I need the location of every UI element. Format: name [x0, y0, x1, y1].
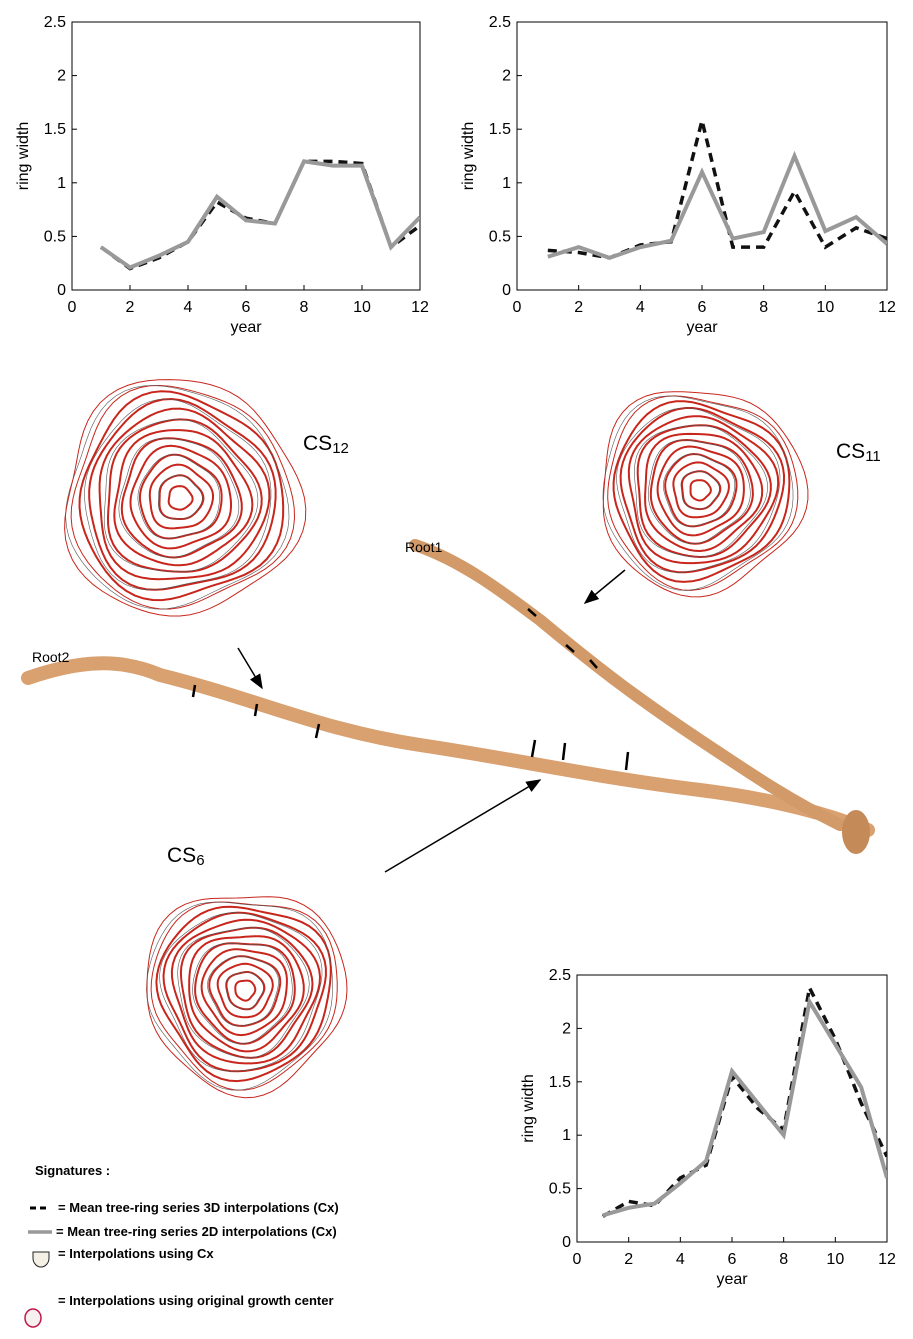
x-axis-label: year	[686, 319, 718, 336]
section-base: CS	[303, 432, 332, 455]
section-sub: 11	[865, 448, 881, 465]
series-line	[101, 161, 420, 267]
root-base	[842, 810, 870, 854]
y-tick-label: 1.5	[489, 121, 511, 138]
x-tick-label: 6	[728, 1251, 737, 1268]
y-tick-label: 2	[502, 68, 511, 85]
legend-label: = Interpolations using original growth c…	[58, 1293, 334, 1308]
legend-orig-symbol	[25, 1309, 41, 1327]
chart: 0 0.5 1 1.5 2 2.5 0 2 4 6 8 10 12 year ring width	[15, 14, 429, 336]
chart: 0 0.5 1 1.5 2 2.5 0 2 4 6 8 10 12 year ring width	[520, 967, 896, 1288]
legend-cx-symbol	[33, 1252, 49, 1267]
chart: 0 0.5 1 1.5 2 2.5 0 2 4 6 8 10 12 year ring width	[460, 14, 896, 336]
ring	[178, 928, 310, 1058]
series-line	[603, 988, 887, 1217]
series-line	[603, 1002, 887, 1216]
root-label: Root2	[32, 649, 70, 665]
ring	[235, 981, 255, 1001]
y-tick-label: 2	[562, 1020, 571, 1037]
x-tick-label: 8	[300, 299, 309, 316]
x-tick-label: 10	[826, 1251, 844, 1268]
section-sub: 6	[196, 852, 204, 869]
ring	[665, 454, 736, 526]
x-tick-label: 2	[624, 1251, 633, 1268]
y-tick-label: 0.5	[549, 1181, 571, 1198]
ring	[227, 972, 265, 1009]
y-tick-label: 2.5	[44, 14, 66, 31]
ring	[160, 475, 204, 519]
section-label: CS11	[836, 440, 881, 465]
x-tick-label: 2	[126, 299, 135, 316]
plot-frame	[577, 975, 887, 1242]
x-tick-label: 10	[816, 299, 834, 316]
y-tick-label: 2	[57, 68, 66, 85]
x-tick-label: 4	[636, 299, 645, 316]
ring	[634, 425, 767, 557]
x-tick-label: 12	[878, 1251, 896, 1268]
ring	[131, 446, 232, 549]
x-axis-label: year	[716, 1271, 748, 1288]
x-tick-label: 2	[574, 299, 583, 316]
ring	[691, 480, 711, 500]
x-axis-label: year	[230, 319, 262, 336]
y-tick-label: 1.5	[549, 1074, 571, 1091]
series-line	[101, 161, 420, 268]
section-base: CS	[167, 844, 196, 867]
x-tick-label: 0	[68, 299, 77, 316]
figure: Root1 Root2 Signatures : = Mean tree-rin…	[0, 0, 913, 1334]
y-axis-label: ring width	[520, 1074, 537, 1142]
x-tick-label: 6	[698, 299, 707, 316]
x-tick-label: 0	[513, 299, 522, 316]
series-line	[548, 121, 887, 258]
section-label: CS6	[167, 844, 205, 869]
y-axis-label: ring width	[15, 122, 32, 190]
signatures-title: Signatures :	[35, 1163, 110, 1178]
y-tick-label: 1.5	[44, 121, 66, 138]
ring	[202, 949, 287, 1035]
x-tick-label: 12	[411, 299, 429, 316]
x-tick-label: 12	[878, 299, 896, 316]
y-tick-label: 0.5	[489, 228, 511, 245]
y-tick-label: 1	[57, 175, 66, 192]
x-tick-label: 10	[353, 299, 371, 316]
x-tick-label: 4	[184, 299, 193, 316]
x-tick-label: 8	[779, 1251, 788, 1268]
y-tick-label: 1	[502, 175, 511, 192]
section-sub: 12	[332, 440, 349, 457]
legend-label: = Mean tree-ring series 2D interpolation…	[56, 1224, 337, 1239]
ring	[169, 486, 193, 510]
y-tick-label: 2.5	[549, 967, 571, 984]
ring	[658, 447, 744, 536]
plot-frame	[72, 22, 420, 290]
y-tick-label: 0	[57, 282, 66, 299]
ring	[85, 399, 271, 590]
y-tick-label: 0.5	[44, 228, 66, 245]
y-tick-label: 0	[502, 282, 511, 299]
legend-label: = Mean tree-ring series 3D interpolation…	[58, 1200, 339, 1215]
section-label: CS12	[303, 432, 349, 457]
root2	[28, 663, 868, 830]
y-axis-label: ring width	[460, 122, 477, 190]
x-tick-label: 6	[242, 299, 251, 316]
x-tick-label: 4	[676, 1251, 685, 1268]
root-label: Root1	[405, 539, 443, 555]
x-tick-label: 0	[573, 1251, 582, 1268]
x-tick-label: 8	[759, 299, 768, 316]
y-tick-label: 1	[562, 1127, 571, 1144]
y-tick-label: 0	[562, 1234, 571, 1251]
y-tick-label: 2.5	[489, 14, 511, 31]
ring	[151, 902, 337, 1090]
section-base: CS	[836, 440, 865, 463]
ring	[682, 471, 720, 509]
series-line	[548, 156, 887, 258]
legend-label: = Interpolations using Cx	[58, 1246, 214, 1261]
